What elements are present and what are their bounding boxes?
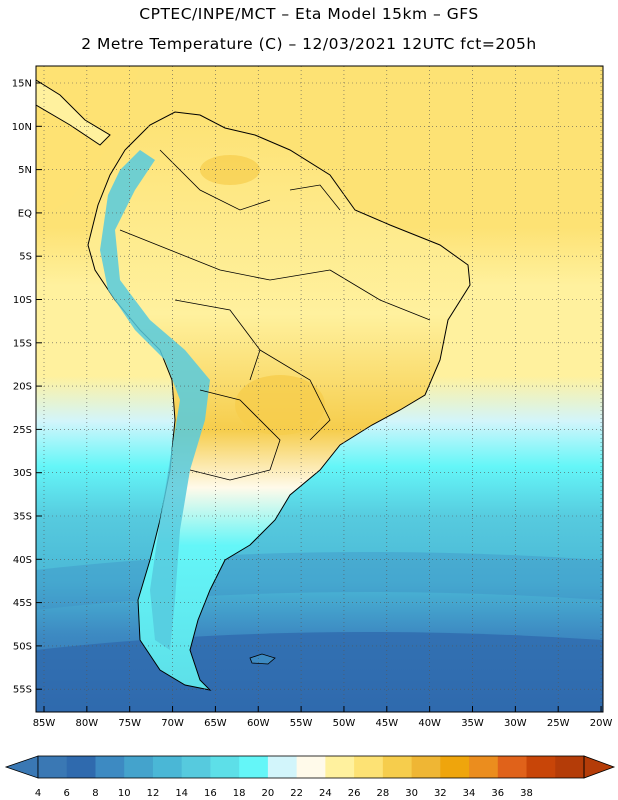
colorbar-swatch — [239, 756, 269, 778]
colorbar-swatch — [440, 756, 470, 778]
lat-tick-label: 20S — [13, 382, 32, 393]
lon-tick-label: 35W — [461, 718, 484, 729]
lat-tick-label: 15S — [13, 338, 32, 349]
colorbar-high-arrow — [583, 755, 616, 779]
lon-tick-label: 70W — [161, 718, 184, 729]
colorbar-swatch — [411, 756, 441, 778]
colorbar-swatch — [497, 756, 528, 778]
colorbar-low-arrow — [4, 755, 39, 779]
chart-subtitle: 2 Metre Temperature (C) – 12/03/2021 12U… — [81, 35, 537, 53]
andes-cold-strip — [100, 150, 210, 650]
chart-title: CPTEC/INPE/MCT – Eta Model 15km – GFS — [139, 5, 479, 23]
lon-tick-label: 55W — [290, 718, 313, 729]
colorbar-swatch — [296, 756, 326, 778]
lat-tick-label: 40S — [13, 555, 32, 566]
lat-tick-label: EQ — [18, 208, 32, 219]
venezuela-warm-zone — [200, 155, 260, 185]
lat-tick-label: 10N — [12, 122, 32, 133]
lat-tick-label: 25S — [13, 425, 32, 436]
lat-tick-label: 30S — [13, 468, 32, 479]
lat-tick-label: 55S — [13, 685, 32, 696]
colorbar-swatch — [354, 756, 384, 778]
colorbar-label: 26 — [348, 788, 361, 799]
colorbar-label: 30 — [405, 788, 418, 799]
colorbar-label: 8 — [92, 788, 98, 799]
country-borders — [119, 149, 431, 481]
colorbar-swatch — [469, 756, 499, 778]
colorbar-swatch — [267, 756, 298, 778]
colorbar-label: 12 — [147, 788, 160, 799]
colorbar-label: 16 — [204, 788, 217, 799]
colorbar-label: 36 — [491, 788, 504, 799]
lon-tick-label: 60W — [247, 718, 270, 729]
lon-tick-label: 75W — [118, 718, 141, 729]
colorbar-label: 22 — [290, 788, 303, 799]
colorbar-swatch — [210, 756, 240, 778]
colorbar-swatch — [38, 756, 68, 778]
southern-cold-band — [36, 632, 603, 712]
lon-tick-label: 30W — [504, 718, 527, 729]
latitude-axis: 15N 10N 5N EQ 5S 10S 15S 20S 25S 30S 35S 40S 45S 50S 5… — [12, 79, 42, 696]
colorbar-label: 4 — [35, 788, 41, 799]
colorbar-swatch — [152, 756, 183, 778]
colorbar-label: 6 — [64, 788, 70, 799]
paraguay-warm-zone — [235, 375, 325, 435]
colorbar-swatch — [124, 756, 154, 778]
lat-tick-label: 45S — [13, 598, 32, 609]
lat-tick-label: 15N — [12, 79, 32, 90]
lon-tick-label: 40W — [418, 718, 441, 729]
lat-tick-label: 35S — [13, 512, 32, 523]
colorbar-label: 20 — [262, 788, 275, 799]
colorbar-swatch — [526, 756, 556, 778]
lat-tick-label: 10S — [13, 295, 32, 306]
colorbar-label: 24 — [319, 788, 332, 799]
lon-tick-label: 50W — [333, 718, 356, 729]
colorbar-swatch — [325, 756, 355, 778]
lon-tick-label: 65W — [204, 718, 227, 729]
plot-frame — [35, 65, 604, 713]
lat-tick-label: 50S — [13, 641, 32, 652]
colorbar-swatch — [555, 756, 585, 778]
lat-tick-label: 5N — [18, 165, 32, 176]
lon-tick-label: 45W — [375, 718, 398, 729]
lat-tick-label: 5S — [19, 252, 32, 263]
colorbar-label: 10 — [118, 788, 131, 799]
colorbar-swatch — [95, 756, 125, 778]
colorbar-swatch — [382, 756, 413, 778]
colorbar-label: 32 — [434, 788, 447, 799]
colorbar-label: 28 — [376, 788, 389, 799]
longitude-axis: 85W 80W 75W 70W 65W 60W 55W 50W 45W 40W 35W 30W 25W 2… — [33, 706, 613, 729]
colorbar-label: 18 — [233, 788, 246, 799]
colorbar-label: 14 — [175, 788, 188, 799]
lon-tick-label: 25W — [547, 718, 570, 729]
colorbar-swatch — [66, 756, 96, 778]
lon-tick-label: 20W — [590, 718, 613, 729]
graticule — [36, 66, 603, 712]
colorbar-swatch — [181, 756, 211, 778]
central-america-land — [36, 79, 111, 146]
colorbar-label: 34 — [463, 788, 476, 799]
falkland-islands — [249, 653, 276, 665]
lon-tick-label: 80W — [76, 718, 99, 729]
lon-tick-label: 85W — [33, 718, 56, 729]
colorbar-label: 38 — [520, 788, 533, 799]
color-legend: 4 6 8 10 12 14 16 18 20 22 24 26 28 30 32 34 36 38 — [4, 755, 616, 799]
